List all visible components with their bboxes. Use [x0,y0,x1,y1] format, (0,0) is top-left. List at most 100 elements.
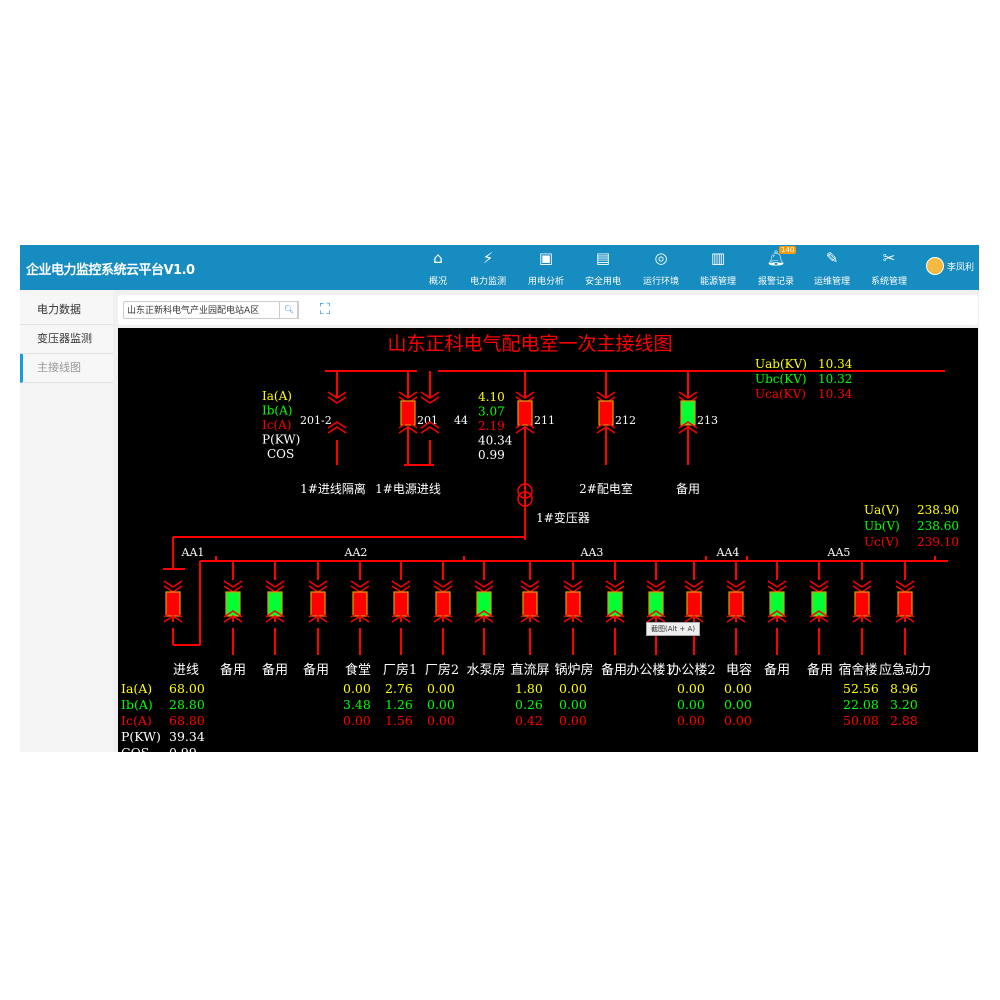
nav-maintenance[interactable]: ✎ 运维管理 [805,248,859,287]
voltage-value: 10.34 [818,357,853,371]
nav-bell[interactable]: 🔔︎ 报警记录 140 [749,246,803,287]
feeder-value: 39.34 [169,729,205,744]
feeder-id: 212 [615,414,636,427]
nav-label: 用电分析 [527,277,564,287]
nav-analysis[interactable]: ▣ 用电分析 [519,248,573,287]
breaker-closed [310,591,326,617]
section-label: AA4 [716,546,740,559]
energy-icon: ▥ [710,249,726,267]
feeder-value: 0.00 [724,697,752,712]
user-menu[interactable]: 李凤利 [926,257,974,275]
sidebar-item-main-wiring[interactable]: 主接线图 [20,354,113,383]
feeder-value: 0.00 [677,681,705,696]
feeder-id: 211 [534,414,555,427]
feeder-name: 备用 [601,662,627,678]
disconnector-chevron [223,615,243,623]
disconnector-chevron [515,391,535,399]
transformer-label: 1#变压器 [536,510,590,525]
disconnector-chevron [515,426,535,434]
feeder-value: 0.00 [427,681,455,696]
disconnector-chevron [474,610,494,618]
feeder-value: 0.26 [515,697,543,712]
nav-environment[interactable]: ◎ 运行环境 [634,248,688,287]
feeder-name: 锅炉房 [554,662,593,678]
section-label: AA5 [827,546,851,559]
measurement-label: Ia(A) [262,389,292,403]
feeder-id: 201-2 [300,414,332,427]
disconnector-chevron [474,580,494,588]
measurement-label: Ic(A) [121,713,152,728]
measurement-value: 4.10 [478,390,505,404]
nav-tools[interactable]: ✂ 系统管理 [862,248,916,287]
breaker-open [607,591,623,617]
measurement-label: P(KW) [121,729,161,744]
feeder-value: 0.00 [724,713,752,728]
station-search-input[interactable]: 山东正新科电气产业园配电站A区 [123,301,298,319]
app-title: 企业电力监控系统云平台V1.0 [26,263,195,278]
feeder-value: 0.00 [559,713,587,728]
measurement-label: Ib(A) [121,697,153,712]
sidebar: 电力数据 变压器监测 主接线图 [20,290,113,752]
disconnector-chevron [563,580,583,588]
nav-safety[interactable]: ▤ 安全用电 [576,248,630,287]
section-label: AA2 [344,546,368,559]
voltage-value: 10.34 [818,387,853,401]
nav-label: 概况 [428,277,447,287]
disconnector-chevron [646,615,666,623]
search-icon[interactable]: 🔍︎ [279,301,299,319]
single-line-diagram: 山东正科电气配电室一次主接线图 201-2 201 1#电源进线 44 211 212 2#配… [118,328,978,752]
voltage-label: Ua(V) [864,503,899,517]
safety-icon: ▤ [595,249,611,267]
section-label: AA3 [580,546,604,559]
disconnector-chevron [596,426,616,434]
feeder-value: 0.00 [724,681,752,696]
feeder-value: 0.42 [515,713,543,728]
disconnector-chevron [646,580,666,588]
feeder-name: 备用 [220,662,246,678]
nav-home[interactable]: ⌂ 概况 [411,248,465,287]
measurement-value: 0.99 [478,448,505,462]
breaker-open [769,591,785,617]
feeder-name: 办公楼1 [626,663,673,678]
disconnector-chevron [684,580,704,588]
breaker-closed [522,591,538,617]
feeder-value: 3.48 [343,697,371,712]
breaker-open [267,591,283,617]
disconnector-chevron [684,615,704,623]
disconnector-chevron [646,610,666,618]
disconnector-chevron [515,421,535,429]
feeder-name: 宿舍楼 [838,662,877,678]
disconnector-chevron [327,391,347,399]
maintenance-icon: ✎ [825,249,839,267]
disconnector-chevron [420,391,440,399]
disconnector-chevron [809,580,829,588]
feeder-name: 备用 [764,662,790,678]
nav-power-monitor[interactable]: ⚡ 电力监测 [461,248,515,287]
disconnector-chevron [350,615,370,623]
disconnector-chevron [852,615,872,623]
disconnector-chevron [265,610,285,618]
feeder-value: 8.96 [890,681,918,696]
measurement-value: 3.07 [478,405,505,419]
disconnector-chevron [391,610,411,618]
sidebar-item-transformer[interactable]: 变压器监测 [20,325,113,354]
measurement-label: Ia(A) [121,681,152,696]
voltage-label: Ubc(KV) [755,372,807,386]
nav-label: 能源管理 [699,277,736,287]
fullscreen-icon[interactable]: ⛶ [319,300,331,318]
disconnector-chevron [596,391,616,399]
nav-label: 系统管理 [870,277,907,287]
sidebar-item-power-data[interactable]: 电力数据 [20,296,113,325]
feeder-value: 68.80 [169,713,205,728]
feeder-value: 0.00 [343,713,371,728]
disconnector-chevron [605,615,625,623]
feeder-id: 213 [697,414,718,427]
measurement-label: P(KW) [262,433,300,447]
disconnector-chevron [163,580,183,588]
feeder-name: 1#电源进线 [375,482,441,496]
nav-energy[interactable]: ▥ 能源管理 [691,248,745,287]
measurement-label: COS [121,745,149,752]
disconnector-chevron [433,615,453,623]
feeder-value: 1.80 [515,681,543,696]
disconnector-chevron [852,580,872,588]
